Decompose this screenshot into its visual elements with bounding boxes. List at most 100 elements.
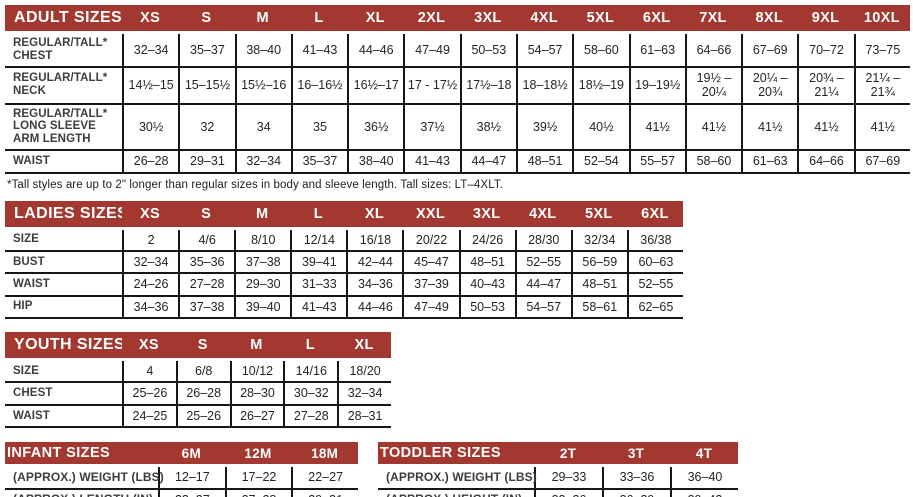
size-value: 54–57 [514, 296, 571, 319]
column-header-8xl: 8XL [741, 5, 798, 34]
size-value: 24–26 [122, 274, 179, 297]
size-value: 44–47 [459, 151, 516, 174]
size-value: 52–55 [514, 251, 571, 275]
size-value: 52–54 [572, 151, 629, 174]
size-value: 24–25 [122, 405, 176, 429]
youth-table-title: YOUTH SIZES [5, 332, 122, 361]
size-value: 62–65 [626, 296, 683, 319]
column-header-xs: XS [122, 332, 176, 361]
row-label: REGULAR/TALL* LONG SLEEVE ARM LENGTH [5, 105, 122, 152]
size-value: 22–27 [291, 467, 358, 490]
row-label: (APPROX.) WEIGHT (LBS) [378, 467, 537, 490]
size-value: 48–51 [570, 274, 627, 297]
size-value: 47–49 [403, 34, 460, 68]
size-value: 25–26 [175, 405, 230, 429]
table-row: (APPROX.) WEIGHT (LBS) 12–17 17–22 22–27 [5, 467, 358, 490]
row-label: (APPROX.) HEIGHT (IN) [378, 490, 534, 497]
row-label: REGULAR/TALL* CHEST [5, 34, 122, 68]
infant-toddler-row: INFANT SIZES 6M 12M 18M (APPROX.) WEIGHT (LB… [5, 442, 910, 497]
column-header-2t: 2T [534, 442, 602, 468]
column-header-xs: XS [122, 200, 179, 230]
size-value: 39–40 [234, 296, 291, 319]
size-value: 20¾ – 21¼ [797, 67, 854, 105]
size-value: 45–47 [402, 251, 459, 275]
size-value: 30–32 [283, 383, 338, 406]
size-value: 26–28 [122, 151, 179, 174]
column-header-l: L [283, 332, 338, 361]
size-value: 41½ [741, 104, 798, 152]
size-value: 19–19½ [628, 67, 685, 105]
row-label: (APPROX.) WEIGHT (LBS) [5, 467, 164, 490]
column-header-6xl: 6XL [626, 200, 683, 230]
size-value: 41½ [684, 104, 742, 152]
size-value: 56–59 [570, 251, 627, 275]
size-value: 15–15½ [178, 67, 235, 105]
size-value: 67–69 [853, 151, 910, 174]
size-value: 28/30 [514, 229, 571, 252]
column-header-m: M [234, 200, 291, 230]
column-header-xxl: XXL [402, 200, 459, 230]
row-label: WAIST [5, 406, 122, 429]
table-row: REGULAR/TALL* LONG SLEEVE ARM LENGTH 30½ 3… [5, 104, 910, 152]
size-value: 21¼ – 21¾ [853, 67, 910, 105]
size-value: 50–53 [459, 34, 516, 68]
size-value: 30½ [122, 104, 179, 152]
column-header-18m: 18M [291, 442, 358, 468]
size-value: 23–27 [158, 489, 225, 497]
size-value: 40–43 [458, 274, 515, 297]
youth-header-row: YOUTH SIZES XS S M L XL [5, 332, 391, 361]
tall-sizes-footnote: *Tall styles are up to 2" longer than re… [7, 178, 503, 191]
size-value: 67–69 [741, 34, 798, 68]
column-header-l: L [290, 5, 348, 34]
size-value: 27–28 [283, 405, 338, 429]
column-header-4t: 4T [670, 442, 738, 468]
size-value: 32–34 [337, 383, 391, 406]
toddler-header-row: TODDLER SIZES 2T 3T 4T [378, 442, 738, 468]
size-value: 48–51 [458, 251, 515, 275]
size-value: 17–22 [224, 467, 292, 490]
size-value: 18–18½ [515, 67, 573, 105]
size-value: 26–28 [175, 383, 230, 406]
column-header-s: S [178, 200, 235, 230]
size-value: 18½–19 [572, 67, 629, 105]
table-row: SIZE 4 6/8 10/12 14/16 18/20 [5, 361, 391, 384]
table-row: REGULAR/TALL* NECK 14½–15 15–15½ 15½–16 16–1… [5, 67, 910, 105]
size-value: 4 [122, 361, 176, 384]
column-header-6xl: 6XL [628, 5, 685, 34]
size-value: 55–57 [628, 151, 685, 174]
column-header-5xl: 5XL [570, 200, 627, 230]
size-value: 60–63 [626, 251, 683, 275]
size-value: 17 - 17½ [403, 67, 460, 105]
table-row: BUST 32–34 35–36 37–38 39–41 42–44 45–47 48–51 5… [5, 251, 683, 275]
column-header-10xl: 10XL [853, 5, 910, 34]
adult-sizes-table: ADULT SIZES XS S M L XL 2XL 3XL 4XL 5XL 6XL 7XL 8XL 9… [5, 5, 910, 174]
column-header-5xl: 5XL [572, 5, 629, 34]
size-value: 73–75 [853, 34, 910, 68]
size-value: 12/14 [290, 229, 347, 252]
row-label: WAIST [5, 274, 122, 297]
size-value: 10/12 [229, 361, 284, 384]
size-value: 44–46 [346, 296, 403, 319]
size-value: 27–28 [178, 274, 235, 297]
size-value: 41½ [797, 104, 854, 152]
size-value: 2 [122, 229, 179, 252]
size-value: 37–39 [402, 274, 459, 297]
size-value: 39–42 [670, 489, 738, 497]
table-row: WAIST 26–28 29–31 32–34 35–37 38–40 41–43 44–47… [5, 151, 910, 174]
adult-header-row: ADULT SIZES XS S M L XL 2XL 3XL 4XL 5XL 6XL 7XL 8XL 9… [5, 5, 910, 34]
size-value: 52–55 [626, 274, 683, 297]
size-value: 42–44 [346, 251, 403, 275]
infant-header-row: INFANT SIZES 6M 12M 18M [5, 442, 358, 468]
ladies-table-title: LADIES SIZES [5, 200, 122, 230]
size-value: 64–66 [797, 151, 854, 174]
size-value: 37–38 [234, 251, 291, 275]
size-value: 20¼ – 20¾ [741, 67, 798, 105]
column-header-7xl: 7XL [684, 5, 742, 34]
column-header-xl: XL [346, 200, 403, 230]
size-value: 32–36 [534, 489, 602, 497]
row-label: BUST [5, 252, 122, 275]
size-value: 61–63 [628, 34, 685, 68]
row-label: HIP [5, 297, 122, 319]
size-value: 41–43 [290, 34, 348, 68]
size-value: 16½–17 [347, 67, 404, 105]
